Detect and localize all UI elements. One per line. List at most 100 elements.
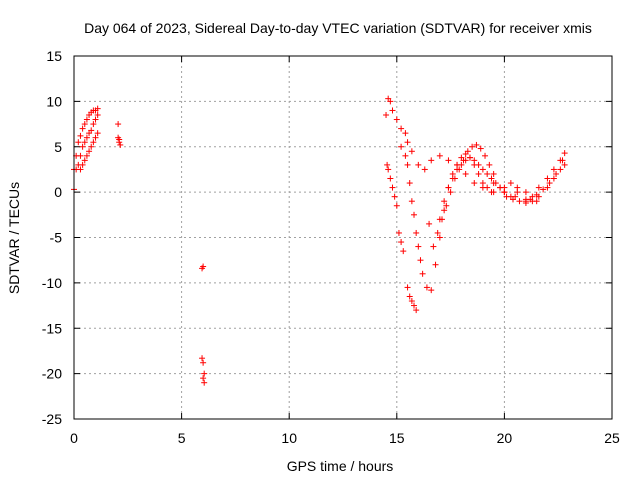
plot-border bbox=[73, 55, 613, 420]
data-point bbox=[475, 170, 482, 177]
data-point bbox=[428, 157, 435, 164]
data-point bbox=[488, 189, 495, 196]
x-tick-label: 20 bbox=[497, 430, 513, 446]
data-point bbox=[389, 184, 396, 191]
data-point bbox=[398, 125, 405, 132]
data-point bbox=[550, 166, 557, 173]
data-point bbox=[94, 105, 101, 112]
data-point bbox=[92, 116, 99, 123]
data-point bbox=[462, 157, 469, 164]
data-point bbox=[83, 152, 90, 159]
data-point bbox=[79, 143, 86, 150]
data-point bbox=[81, 157, 88, 164]
data-point bbox=[88, 127, 95, 134]
data-point bbox=[413, 229, 420, 236]
series-track-b bbox=[71, 111, 101, 193]
y-tick-label: -5 bbox=[50, 230, 63, 246]
series-track-n bbox=[503, 157, 566, 207]
data-point bbox=[544, 184, 551, 191]
data-point bbox=[116, 139, 123, 146]
data-point bbox=[402, 152, 409, 159]
data-point bbox=[94, 130, 101, 137]
data-point bbox=[90, 139, 97, 146]
data-point bbox=[200, 359, 207, 366]
data-point bbox=[406, 180, 413, 187]
data-point bbox=[550, 175, 557, 182]
data-point bbox=[389, 107, 396, 114]
y-axis-label: SDTVAR / TECUs bbox=[6, 182, 22, 294]
data-point bbox=[533, 191, 540, 198]
data-point bbox=[393, 202, 400, 209]
data-point bbox=[479, 166, 486, 173]
data-point bbox=[486, 161, 493, 168]
y-tick-label: -10 bbox=[42, 275, 62, 291]
series-track-i bbox=[415, 151, 495, 294]
data-point bbox=[430, 243, 437, 250]
data-point bbox=[398, 143, 405, 150]
data-point bbox=[90, 121, 97, 128]
data-point bbox=[522, 200, 529, 207]
data-point bbox=[471, 180, 478, 187]
series-track-e bbox=[199, 263, 208, 386]
data-point bbox=[404, 139, 411, 146]
y-tick-label: 10 bbox=[46, 93, 62, 109]
y-tick-label: 0 bbox=[54, 184, 62, 200]
series-track-h bbox=[398, 143, 420, 236]
data-point bbox=[507, 180, 514, 187]
data-point bbox=[522, 189, 529, 196]
data-point bbox=[540, 186, 547, 193]
data-point bbox=[458, 161, 465, 168]
data-point bbox=[436, 152, 443, 159]
data-point bbox=[75, 139, 82, 146]
data-point bbox=[516, 198, 523, 205]
data-point bbox=[83, 116, 90, 123]
data-point bbox=[395, 229, 402, 236]
data-point bbox=[393, 116, 400, 123]
data-points bbox=[71, 95, 568, 386]
data-point bbox=[201, 379, 208, 386]
x-tick-label: 0 bbox=[70, 430, 78, 446]
x-tick-label: 10 bbox=[281, 430, 297, 446]
data-point bbox=[490, 170, 497, 177]
data-point bbox=[385, 166, 392, 173]
data-point bbox=[79, 125, 86, 132]
data-point bbox=[408, 198, 415, 205]
data-point bbox=[436, 234, 443, 241]
data-point bbox=[199, 355, 206, 362]
data-point bbox=[473, 141, 480, 148]
data-point bbox=[83, 134, 90, 141]
series-track-c bbox=[77, 130, 101, 173]
data-point bbox=[398, 239, 405, 246]
data-point bbox=[471, 157, 478, 164]
data-point bbox=[443, 202, 450, 209]
data-point bbox=[466, 154, 473, 161]
data-point bbox=[479, 180, 486, 187]
y-tick-label: -25 bbox=[42, 411, 62, 427]
y-tick-label: 15 bbox=[46, 48, 62, 64]
data-point bbox=[406, 293, 413, 300]
data-point bbox=[462, 170, 469, 177]
data-point bbox=[475, 161, 482, 168]
data-point bbox=[561, 150, 568, 157]
data-point bbox=[77, 166, 84, 173]
series-track-g bbox=[384, 161, 420, 314]
data-point bbox=[411, 211, 418, 218]
data-point bbox=[200, 375, 207, 382]
tick-labels: 0 5 10 15 20 25 15 10 5 0 -5 -10 -15 -20 -25 bbox=[42, 48, 620, 446]
data-point bbox=[94, 111, 101, 118]
data-point bbox=[546, 180, 553, 187]
x-tick-label: 15 bbox=[389, 430, 405, 446]
data-point bbox=[447, 189, 454, 196]
data-point bbox=[81, 121, 88, 128]
data-point bbox=[559, 157, 566, 164]
data-point bbox=[514, 189, 521, 196]
data-point bbox=[445, 157, 452, 164]
data-point bbox=[415, 161, 422, 168]
data-point bbox=[408, 148, 415, 155]
chart-title: Day 064 of 2023, Sidereal Day-to-day VTE… bbox=[84, 20, 592, 36]
data-point bbox=[86, 148, 93, 155]
data-point bbox=[408, 298, 415, 305]
data-point bbox=[484, 170, 491, 177]
data-point bbox=[503, 193, 510, 200]
